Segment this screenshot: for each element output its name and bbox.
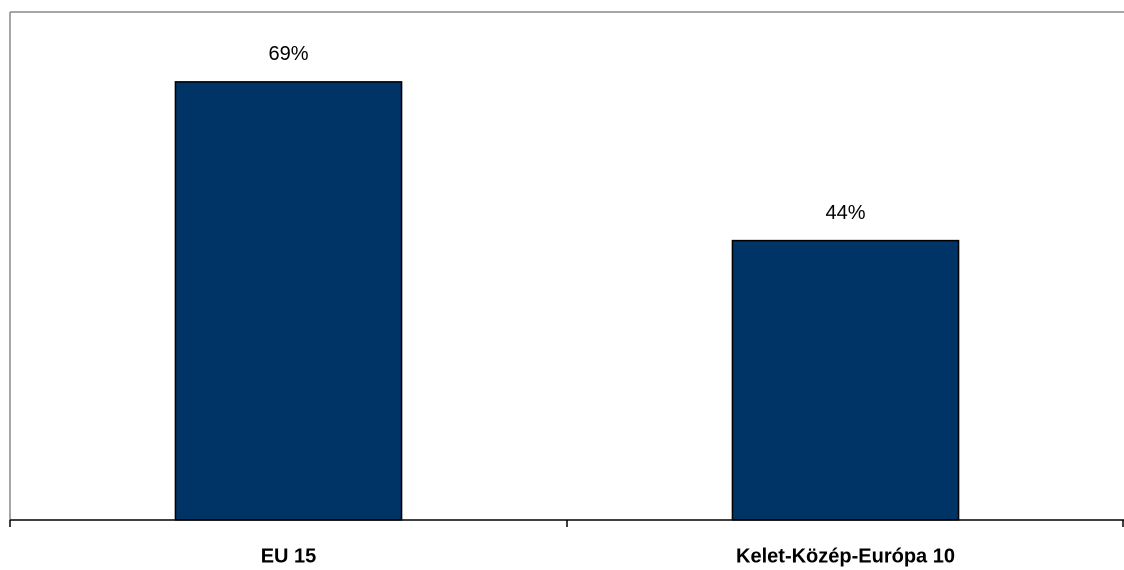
- data-label: 44%: [825, 202, 865, 224]
- bar: [731, 239, 960, 521]
- data-label: 69%: [268, 43, 308, 65]
- bar: [174, 81, 403, 521]
- x-tick-label: Kelet-Közép-Európa 10: [736, 545, 955, 567]
- x-tick-label: EU 15: [261, 545, 317, 567]
